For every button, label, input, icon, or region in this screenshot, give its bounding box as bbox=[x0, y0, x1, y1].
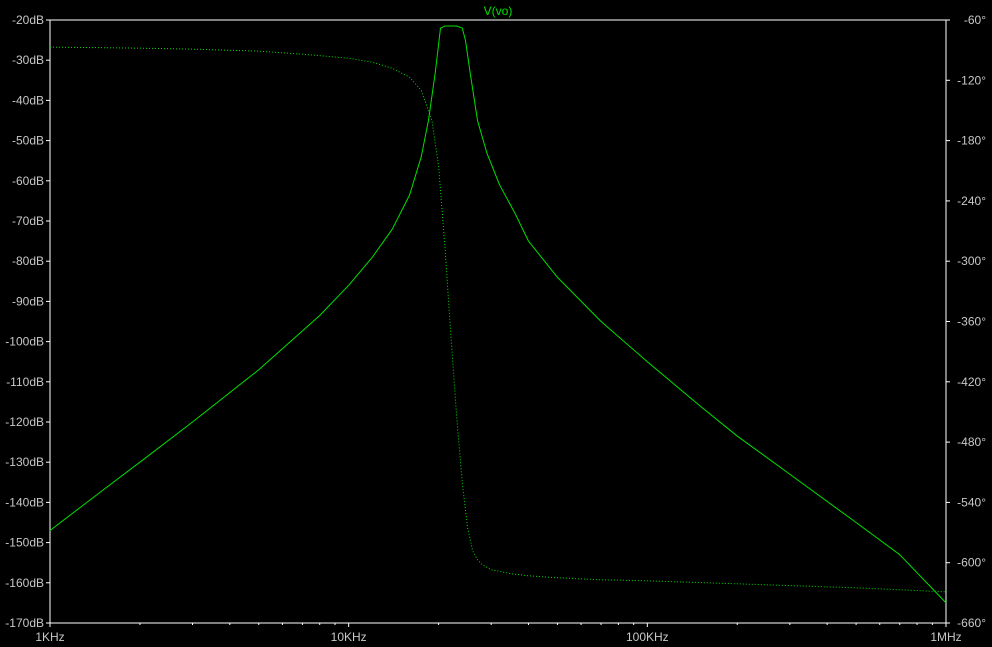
y-right-tick-label: -420° bbox=[957, 375, 986, 389]
y-right-tick-label: -240° bbox=[957, 194, 986, 208]
y-left-tick-label: -30dB bbox=[12, 53, 44, 67]
y-left-tick-label: -50dB bbox=[12, 134, 44, 148]
x-tick-label: 1MHz bbox=[930, 630, 961, 644]
y-left-tick-label: -90dB bbox=[12, 294, 44, 308]
y-left-tick-label: -130dB bbox=[5, 455, 44, 469]
phase-series-line bbox=[49, 46, 947, 593]
y-left-tick-label: -160dB bbox=[5, 576, 44, 590]
x-tick-label: 1KHz bbox=[35, 630, 64, 644]
y-left-tick-label: -140dB bbox=[5, 495, 44, 509]
y-left-tick-label: -110dB bbox=[6, 375, 44, 389]
x-tick-label: 100KHz bbox=[626, 630, 669, 644]
y-left-tick-label: -150dB bbox=[5, 536, 44, 550]
y-right-tick-label: -180° bbox=[957, 134, 986, 148]
y-left-tick-label: -20dB bbox=[12, 13, 44, 27]
y-left-tick-label: -60dB bbox=[12, 174, 44, 188]
magnitude-series-line bbox=[49, 25, 947, 604]
x-tick-label: 10KHz bbox=[331, 630, 367, 644]
y-left-tick-label: -40dB bbox=[12, 93, 44, 107]
chart-title: V(vo) bbox=[484, 4, 513, 18]
y-right-tick-label: -480° bbox=[957, 435, 986, 449]
y-left-tick-label: -170dB bbox=[5, 616, 44, 630]
y-right-tick-label: -60° bbox=[964, 13, 986, 27]
y-right-tick-label: -660° bbox=[957, 616, 986, 630]
y-right-tick-label: -360° bbox=[957, 315, 986, 329]
y-left-tick-label: -100dB bbox=[5, 335, 44, 349]
y-right-tick-label: -300° bbox=[957, 254, 986, 268]
y-right-tick-label: -540° bbox=[957, 495, 986, 509]
y-right-tick-label: -600° bbox=[957, 556, 986, 570]
axes: -20dB -30dB -40dB -50dB -60dB -70dB -80dB -90dB… bbox=[5, 13, 986, 644]
y-left-tick-label: -120dB bbox=[5, 415, 44, 429]
series-layer bbox=[49, 25, 947, 604]
y-right-tick-label: -120° bbox=[957, 73, 986, 87]
y-left-tick-label: -80dB bbox=[12, 254, 44, 268]
y-left-tick-label: -70dB bbox=[12, 214, 44, 228]
